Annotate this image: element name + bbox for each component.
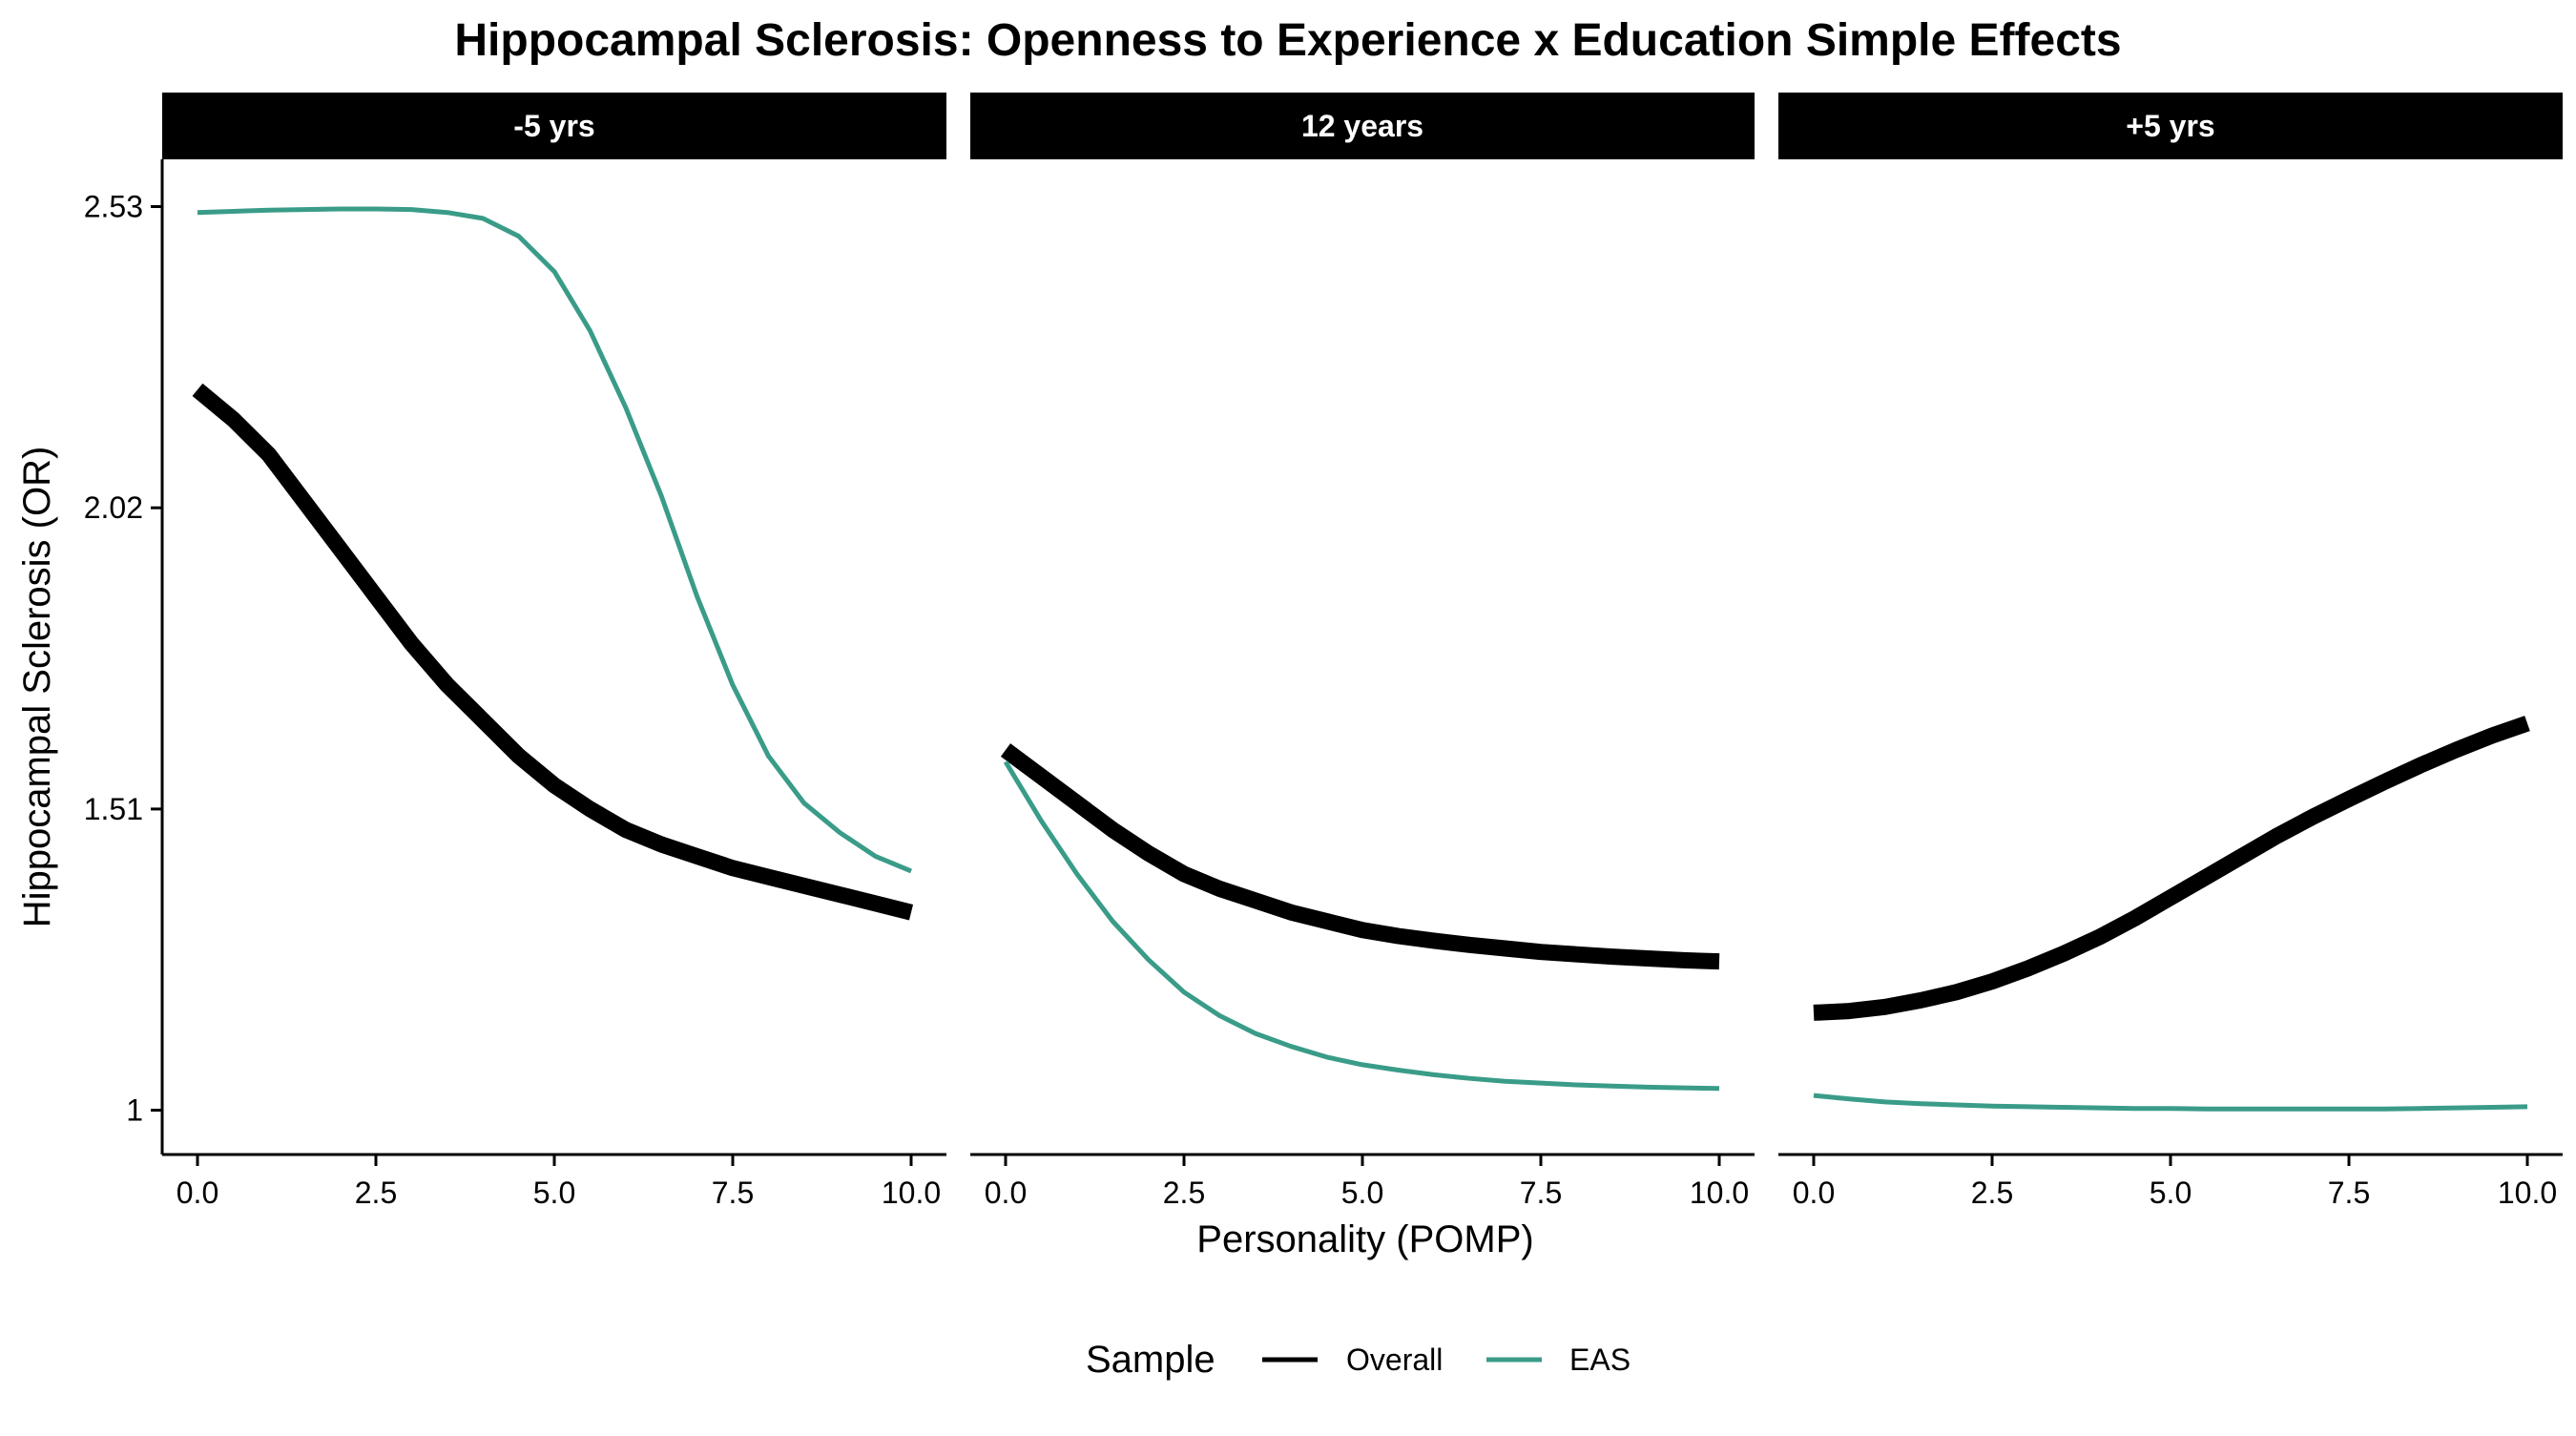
x-tick-label: 0.0 bbox=[1793, 1176, 1835, 1210]
y-tick-label: 2.02 bbox=[84, 490, 143, 525]
x-tick-label: 0.0 bbox=[985, 1176, 1027, 1210]
legend-label-eas: EAS bbox=[1569, 1342, 1631, 1377]
chart-title: Hippocampal Sclerosis: Openness to Exper… bbox=[454, 15, 2121, 66]
x-tick-label: 10.0 bbox=[1690, 1176, 1749, 1210]
x-tick-label: 7.5 bbox=[1520, 1176, 1562, 1210]
facet-strip-3 bbox=[1778, 93, 2563, 159]
series-line-overall-3 bbox=[1813, 716, 2530, 1021]
x-tick-label: 10.0 bbox=[882, 1176, 941, 1210]
x-tick-label: 7.5 bbox=[712, 1176, 754, 1210]
x-axis-title: Personality (POMP) bbox=[1196, 1218, 1533, 1260]
x-tick-label: 2.5 bbox=[1163, 1176, 1205, 1210]
x-tick-label: 0.0 bbox=[177, 1176, 218, 1210]
facet-strip-label-3: +5 yrs bbox=[2126, 109, 2214, 143]
series-line-eas-1 bbox=[197, 206, 912, 874]
legend-title: Sample bbox=[1086, 1339, 1215, 1381]
x-tick-label: 7.5 bbox=[2328, 1176, 2370, 1210]
facet-strip-label-2: 12 years bbox=[1301, 109, 1423, 143]
panel-1: -5 yrs 1 1.51 2.02 2.53 0.0 2.5 5.0 7.5 10.0 bbox=[84, 93, 946, 1210]
x-tick-label: 5.0 bbox=[1341, 1176, 1383, 1210]
panel-2: 12 years 0.0 2.5 5.0 7.5 10.0 bbox=[970, 93, 1755, 1210]
y-axis-title: Hippocampal Sclerosis (OR) bbox=[16, 447, 58, 928]
facet-strip-1 bbox=[162, 93, 946, 159]
x-tick-label: 10.0 bbox=[2498, 1176, 2557, 1210]
legend-label-overall: Overall bbox=[1346, 1342, 1443, 1377]
series-line-eas-2 bbox=[1003, 760, 1720, 1092]
x-tick-label: 5.0 bbox=[533, 1176, 575, 1210]
series-line-eas-3 bbox=[1813, 1093, 2528, 1112]
facet-strip-label-1: -5 yrs bbox=[513, 109, 594, 143]
y-tick-label: 2.53 bbox=[84, 190, 143, 224]
y-tick-label: 1 bbox=[126, 1093, 143, 1128]
x-tick-label: 5.0 bbox=[2150, 1176, 2192, 1210]
y-tick-label: 1.51 bbox=[84, 792, 143, 826]
series-line-overall-2 bbox=[1000, 743, 1720, 970]
panel-3: +5 yrs 0.0 2.5 5.0 7.5 10.0 bbox=[1778, 93, 2563, 1210]
legend: Sample Overall EAS bbox=[1086, 1339, 1631, 1381]
facet-strip-2 bbox=[970, 93, 1755, 159]
x-tick-label: 2.5 bbox=[355, 1176, 397, 1210]
x-tick-label: 2.5 bbox=[1971, 1176, 2013, 1210]
series-line-overall-1 bbox=[192, 383, 914, 921]
